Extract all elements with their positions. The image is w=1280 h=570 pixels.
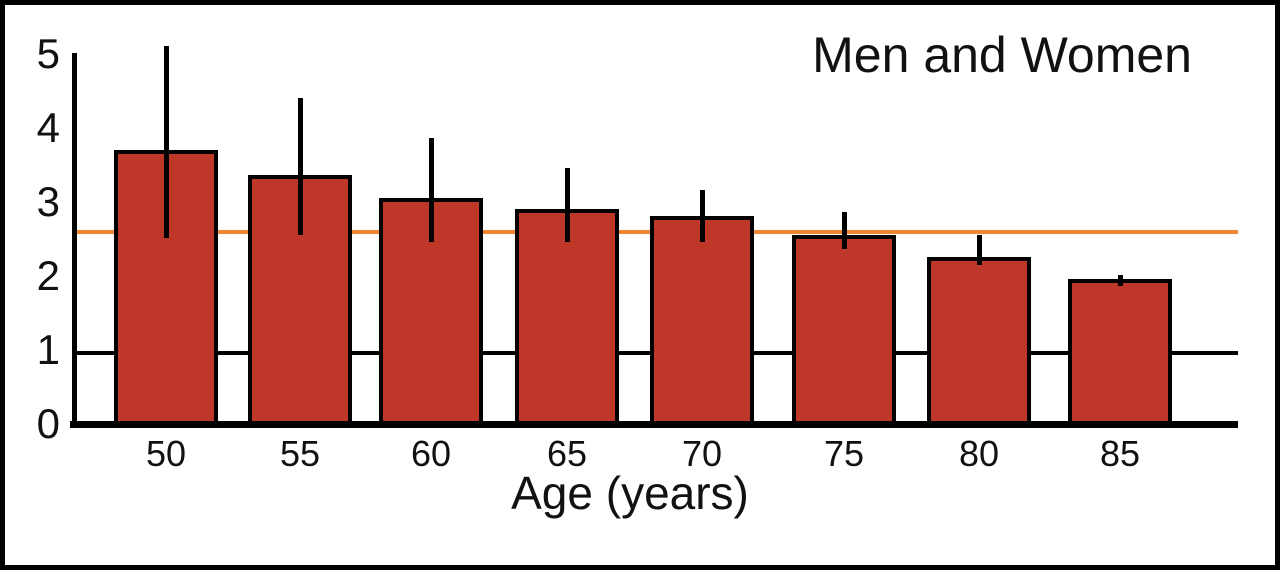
error-bar (164, 46, 169, 238)
error-bar (700, 190, 705, 242)
y-axis-line (72, 53, 77, 428)
error-bar (1118, 275, 1123, 286)
bar (927, 257, 1031, 427)
x-tick-label: 80 (958, 433, 1000, 474)
chart-title: Men and Women (812, 27, 1192, 83)
x-tick-label: 65 (546, 433, 588, 474)
y-tick-label: 5 (36, 30, 60, 77)
bar (792, 235, 896, 427)
error-bar (565, 168, 570, 242)
bar (650, 216, 754, 427)
x-tick-label: 50 (145, 433, 187, 474)
error-bar (842, 212, 847, 249)
x-axis-line (70, 421, 1238, 428)
x-tick-label: 85 (1099, 433, 1141, 474)
x-tick-label: 75 (823, 433, 865, 474)
bar (1068, 279, 1172, 427)
y-tick-label: 1 (36, 326, 60, 373)
y-tick-label: 2 (36, 252, 60, 299)
x-tick-label: 70 (681, 433, 723, 474)
error-bar (298, 98, 303, 235)
y-tick-label: 3 (36, 178, 60, 225)
y-tick-label: 0 (36, 400, 60, 447)
x-tick-label: 60 (410, 433, 452, 474)
y-tick-label: 4 (36, 104, 60, 151)
error-bar (977, 235, 982, 265)
error-bar (429, 138, 434, 242)
x-tick-label: 55 (279, 433, 321, 474)
x-axis-label: Age (years) (511, 467, 749, 519)
